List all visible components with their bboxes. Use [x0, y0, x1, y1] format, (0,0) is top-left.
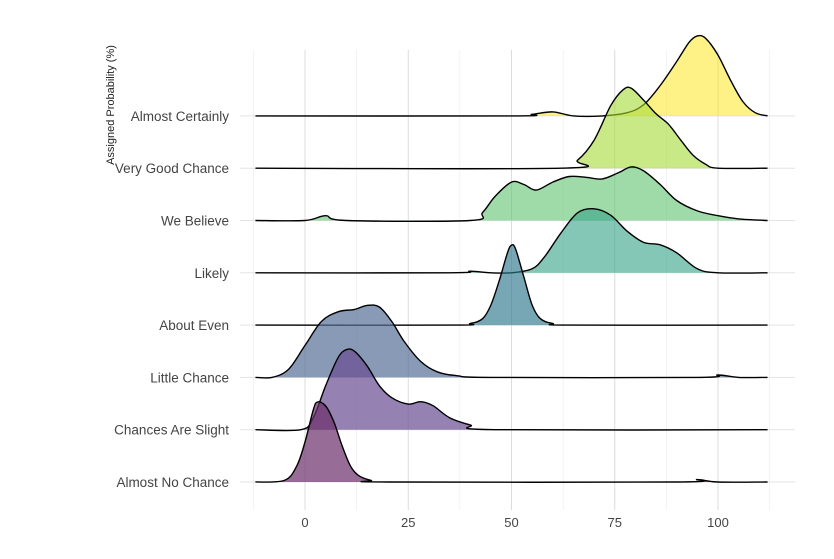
category-labels: Almost No Chance Chances Are Slight Little…: [114, 109, 229, 490]
x-tick-label: 25: [401, 515, 415, 530]
category-label: Almost No Chance: [116, 475, 229, 490]
ridge-area-chances-are-slight: [255, 349, 768, 431]
ridge-line-almost-certainly: [255, 34, 768, 118]
ridge-area-likely: [255, 208, 768, 274]
x-tick-labels: 0 25 50 75 100: [301, 515, 728, 530]
ridges: [255, 34, 768, 483]
category-label: We Believe: [161, 214, 229, 229]
ridge-line-about-even: [255, 243, 768, 326]
x-tick-label: 0: [301, 515, 308, 530]
ridge-area-almost-certainly: [255, 35, 768, 117]
category-label: Very Good Chance: [115, 161, 229, 176]
ridge-line-almost-no-chance: [255, 401, 768, 483]
ridge-line-we-believe: [255, 166, 768, 223]
ridge-area-very-good-chance: [255, 87, 768, 169]
category-label: Likely: [194, 266, 229, 281]
ridge-area-we-believe: [255, 166, 768, 222]
ridge-area-almost-no-chance: [255, 401, 768, 483]
x-tick-label: 100: [707, 515, 729, 530]
ridge-line-chances-are-slight: [255, 348, 768, 432]
category-label: Little Chance: [150, 370, 229, 385]
x-tick-label: 50: [504, 515, 518, 530]
ridge-line-little-chance: [255, 304, 768, 379]
ridge-line-likely: [255, 207, 768, 274]
ridge-line-very-good-chance: [255, 86, 768, 170]
ridge-area-about-even: [255, 244, 768, 326]
category-label: About Even: [159, 318, 229, 333]
category-label: Almost Certainly: [131, 109, 230, 124]
category-label: Chances Are Slight: [114, 423, 229, 438]
ridge-area-little-chance: [255, 305, 768, 378]
y-axis-label: Assigned Probability (%): [105, 45, 117, 165]
x-tick-label: 75: [608, 515, 622, 530]
